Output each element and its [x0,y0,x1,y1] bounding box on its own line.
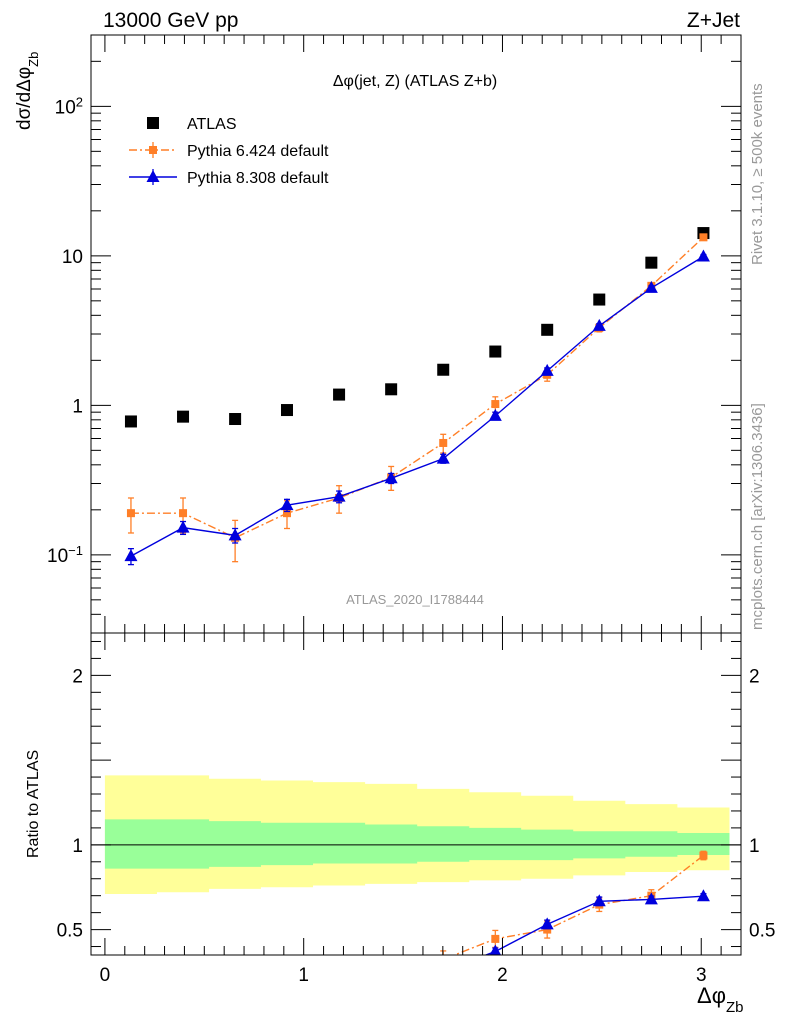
atlas-point [593,293,606,306]
series-pythia8 [124,249,710,566]
pythia8-point [384,471,398,484]
atlas-point [437,363,450,376]
atlas-point [229,413,242,426]
main-series-group [124,227,710,566]
ratio-band-stat-uncertainty [104,819,730,869]
ratio-y-tick-label-right: 0.5 [749,921,775,942]
mcplots-label: mcplots.cern.ch [arXiv:1306.3436] [749,403,766,630]
ratio-pythia8-point [124,986,137,998]
atlas-point [280,404,293,417]
ratio-pythia6-line [452,854,704,955]
main-y-tick-label: 10−1 [47,542,83,567]
watermark: ATLAS_2020_I1788444 [346,592,484,607]
ratio-pythia8-point [696,889,710,902]
pythia8-point [644,280,658,293]
main-panel: Δφ(jet, Z) (ATLAS Z+b) ATLAS_2020_I17884… [14,34,742,634]
pythia6-point [699,233,708,242]
pythia8-point [332,489,346,502]
ratio-y-tick-label: 1 [72,836,83,857]
ratio-y-tick-label: 2 [72,666,83,687]
atlas-point [645,256,658,269]
pythia6-point [282,509,291,518]
ratio-pythia8-point [333,972,346,984]
header-right: Z+Jet [687,9,740,32]
atlas-point [124,415,137,428]
ratio-y-tick-label-right: 1 [749,836,760,857]
ratio-pythia6-point [127,969,135,977]
ratio-pythia6-point [335,976,343,984]
ratio-pythia8-point [280,968,293,980]
main-title: Δφ(jet, Z) (ATLAS Z+b) [333,73,497,90]
series-pythia6 [126,233,708,563]
ratio-pythia8-point [540,917,554,930]
main-y-tick-label: 102 [55,94,83,119]
pythia8-point [228,528,242,541]
atlas-point [177,410,190,423]
legend-marker-pythia8 [146,170,160,182]
main-y-tick-label: 10 [62,247,83,268]
ratio-pythia6-point [439,955,447,963]
pythia8-point [280,498,294,511]
ratio-pythia6-point [543,925,552,934]
ratio-bands [104,775,730,894]
x-tick-label: 0 [100,965,111,986]
pythia8-point [436,451,450,464]
pythia8-line [130,255,704,557]
pythia8-point [696,249,710,262]
x-tick-label: 1 [298,965,309,986]
legend-marker-pythia6 [149,146,157,154]
rivet-label: Rivet 3.1.10, ≥ 500k events [749,83,766,265]
ratio-pythia8-point [489,944,502,955]
ratio-pythia6-point [283,976,291,984]
pythia8-point [176,520,190,533]
legend-label-atlas: ATLAS [187,116,237,133]
ratio-series-pythia8 [124,889,710,998]
ratio-ylabel: Ratio to ATLAS [25,750,42,858]
ratio-xlabel: ΔφZb [697,983,743,1016]
pythia6-line [130,236,704,539]
pythia6-point [491,400,500,409]
legend: ATLAS Pythia 6.424 default Pythia 8.308 de… [129,116,329,187]
ratio-pythia6-point [179,972,187,980]
legend-marker-atlas [147,117,159,129]
pythia8-point [124,549,138,562]
x-tick-label: 2 [497,965,508,986]
pythia6-point [179,509,188,518]
main-ylabel: dσ/dΔφZb [14,52,41,130]
legend-label-pythia8: Pythia 8.308 default [187,170,329,187]
ratio-panel: Ratio to ATLAS ΔφZb [25,632,743,1016]
ratio-pythia8-point [229,979,242,991]
series-atlas [124,227,710,428]
atlas-point [385,383,398,396]
ratio-pythia6-point [387,967,395,975]
pythia8-point [488,408,502,421]
ratio-series-group [124,850,710,998]
ratio-pythia8-point [644,892,658,905]
ratio-plot-area [91,775,741,998]
ratio-pythia8-point [385,964,398,976]
ratio-pythia6-point [231,983,239,991]
atlas-point [489,345,502,358]
main-plot-area [124,227,710,566]
ratio-y-tick-label-right: 2 [749,666,760,687]
ratio-pythia8-point [592,894,606,907]
ratio-pythia8-point [177,977,190,989]
ratio-pythia8-point [437,964,450,976]
legend-label-pythia6: Pythia 6.424 default [187,143,329,160]
atlas-point [541,323,554,336]
ratio-pythia6-point [491,934,500,943]
ratio-pythia8-line [483,895,704,955]
pythia8-point [540,363,554,376]
x-tick-label: 3 [696,965,707,986]
pythia8-point [592,318,606,331]
ratio-y-tick-label: 0.5 [57,921,83,942]
main-y-tick-label: 1 [72,396,83,417]
pythia6-point [439,438,448,447]
header-left: 13000 GeV pp [103,9,238,32]
pythia6-point [126,509,135,518]
atlas-point [333,388,346,401]
ratio-pythia6-point [699,851,708,860]
